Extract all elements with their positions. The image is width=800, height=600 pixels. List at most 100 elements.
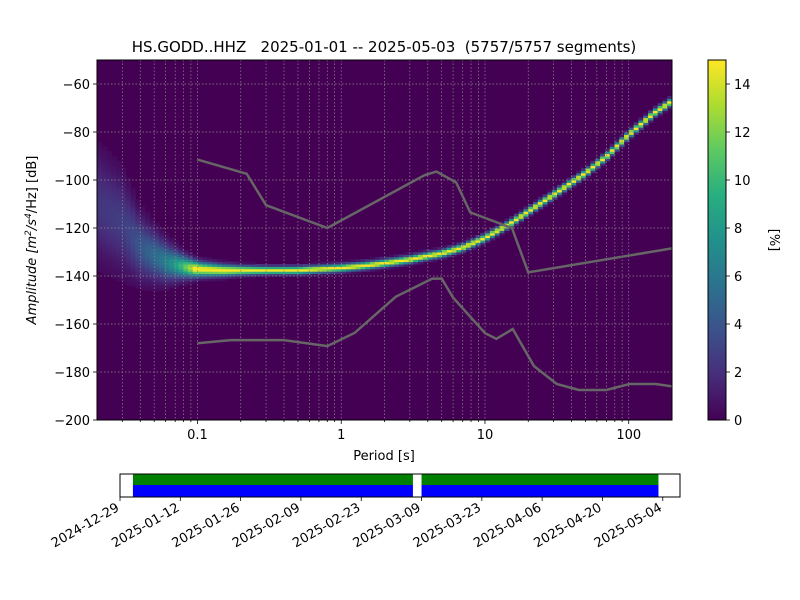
heatmap-cell <box>168 264 175 267</box>
heatmap-cell <box>111 180 117 183</box>
heatmap-cell <box>120 266 127 270</box>
heatmap-cell <box>101 146 108 150</box>
heatmap-cell <box>293 264 299 267</box>
heatmap-cell <box>648 112 654 116</box>
heatmap-cell <box>293 273 299 277</box>
heatmap-cell <box>212 266 218 270</box>
heatmap-cell <box>576 180 582 183</box>
heatmap-cell <box>125 199 132 203</box>
heatmap-cell <box>149 264 156 267</box>
heatmap-cell <box>97 218 103 222</box>
heatmap-cell <box>149 261 156 265</box>
heatmap-cell <box>509 216 515 219</box>
heatmap-cell <box>125 177 132 181</box>
heatmap-cell <box>255 273 261 277</box>
heatmap-cell <box>125 232 132 236</box>
heatmap-cell <box>135 220 141 224</box>
heatmap-cell <box>144 259 151 263</box>
heatmap-cell <box>106 232 112 236</box>
heatmap-cell <box>130 196 136 200</box>
heatmap-cell <box>207 266 213 270</box>
heatmap-cell <box>245 261 251 265</box>
heatmap-cell <box>183 278 189 282</box>
heatmap-cell <box>140 261 146 265</box>
heatmap-cell <box>101 247 108 251</box>
y-axis-label-main: Amplitude [m <box>25 236 40 326</box>
heatmap-cell <box>140 288 146 291</box>
heatmap-cell <box>202 271 208 275</box>
heatmap-cell <box>657 108 664 111</box>
heatmap-cell <box>111 223 117 227</box>
heatmap-cell <box>327 266 333 270</box>
heatmap-cell <box>116 211 122 215</box>
heatmap-cell <box>216 271 223 275</box>
heatmap-cell <box>106 158 112 162</box>
heatmap-cell <box>624 134 630 138</box>
colorbar-tick-label: 14 <box>734 78 751 93</box>
heatmap-cell <box>379 264 386 267</box>
heatmap-cell <box>221 264 227 267</box>
heatmap-cell <box>111 165 117 169</box>
heatmap-cell <box>106 259 112 263</box>
heatmap-cell <box>144 242 151 246</box>
timeline-frame <box>119 473 681 498</box>
heatmap-cell <box>120 194 127 198</box>
heatmap-cell <box>250 264 256 267</box>
heatmap-cell <box>427 254 434 258</box>
heatmap-cell <box>140 256 146 260</box>
heatmap-cell <box>250 276 256 279</box>
heatmap-cell <box>518 220 525 224</box>
heatmap-cell <box>120 264 127 267</box>
heatmap-cell <box>101 228 108 231</box>
heatmap-cell <box>226 266 232 270</box>
heatmap-cell <box>140 254 146 258</box>
heatmap-cell <box>379 261 386 265</box>
heatmap-cell <box>288 268 295 272</box>
heatmap-cell <box>120 276 127 279</box>
heatmap-cell <box>303 266 309 270</box>
heatmap-cell <box>154 276 160 279</box>
heatmap-cell <box>101 261 108 265</box>
heatmap-cell <box>168 256 175 260</box>
heatmap-cell <box>667 100 672 104</box>
heatmap-cell <box>159 268 165 272</box>
heatmap-cell <box>552 189 558 193</box>
heatmap-cell <box>370 256 376 260</box>
heatmap-cell <box>580 168 587 171</box>
heatmap-cell <box>628 127 635 131</box>
heatmap-cell <box>106 220 112 224</box>
heatmap-cell <box>106 182 112 186</box>
heatmap-cell <box>97 187 103 191</box>
heatmap-cell <box>456 247 462 251</box>
heatmap-cell <box>322 261 328 265</box>
heatmap-cell <box>149 254 156 258</box>
heatmap-cell <box>106 256 112 260</box>
heatmap-cell <box>120 213 127 217</box>
heatmap-cell <box>226 268 232 272</box>
heatmap-cell <box>106 165 112 169</box>
heatmap-cell <box>106 230 112 234</box>
heatmap-cell <box>120 208 127 212</box>
heatmap-cell <box>97 249 103 253</box>
heatmap-cell <box>111 199 117 203</box>
y-tick-label: −60 <box>63 78 90 93</box>
heatmap-cell <box>135 285 141 289</box>
heatmap-cell <box>101 208 108 212</box>
heatmap-cell <box>101 244 108 248</box>
heatmap-cell <box>97 261 103 265</box>
heatmap-cell <box>154 237 160 241</box>
heatmap-cell <box>135 252 141 255</box>
heatmap-cell <box>489 228 496 231</box>
heatmap-cell <box>537 204 544 207</box>
heatmap-cell <box>403 256 410 260</box>
heatmap-cell <box>116 201 122 205</box>
heatmap-cell <box>111 261 117 265</box>
heatmap-cell <box>528 213 534 217</box>
heatmap-cell <box>149 273 156 277</box>
heatmap-cell <box>111 170 117 174</box>
heatmap-cell <box>149 242 156 246</box>
heatmap-cell <box>144 235 151 239</box>
heatmap-cell <box>662 100 668 104</box>
x-axis-label: Period [s] <box>353 449 415 464</box>
used-segment-bar <box>132 474 413 485</box>
